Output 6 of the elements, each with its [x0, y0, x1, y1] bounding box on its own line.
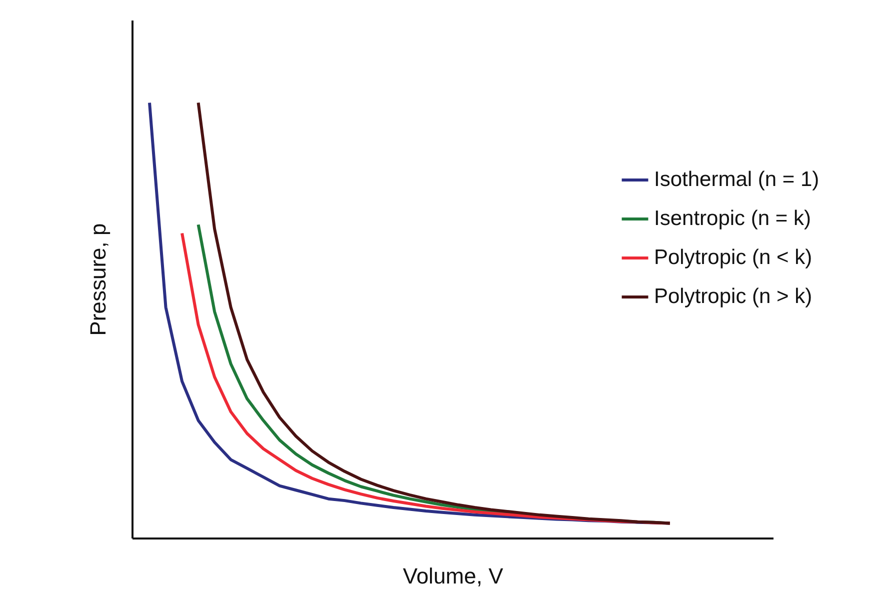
- legend-label: Polytropic (n < k): [654, 246, 812, 269]
- legend-label: Isentropic (n = k): [654, 207, 811, 230]
- legend-label: Polytropic (n > k): [654, 285, 812, 308]
- y-axis-title: Pressure, p: [86, 223, 110, 336]
- legend-label: Isothermal (n = 1): [654, 168, 820, 191]
- x-axis-title: Volume, V: [402, 564, 504, 588]
